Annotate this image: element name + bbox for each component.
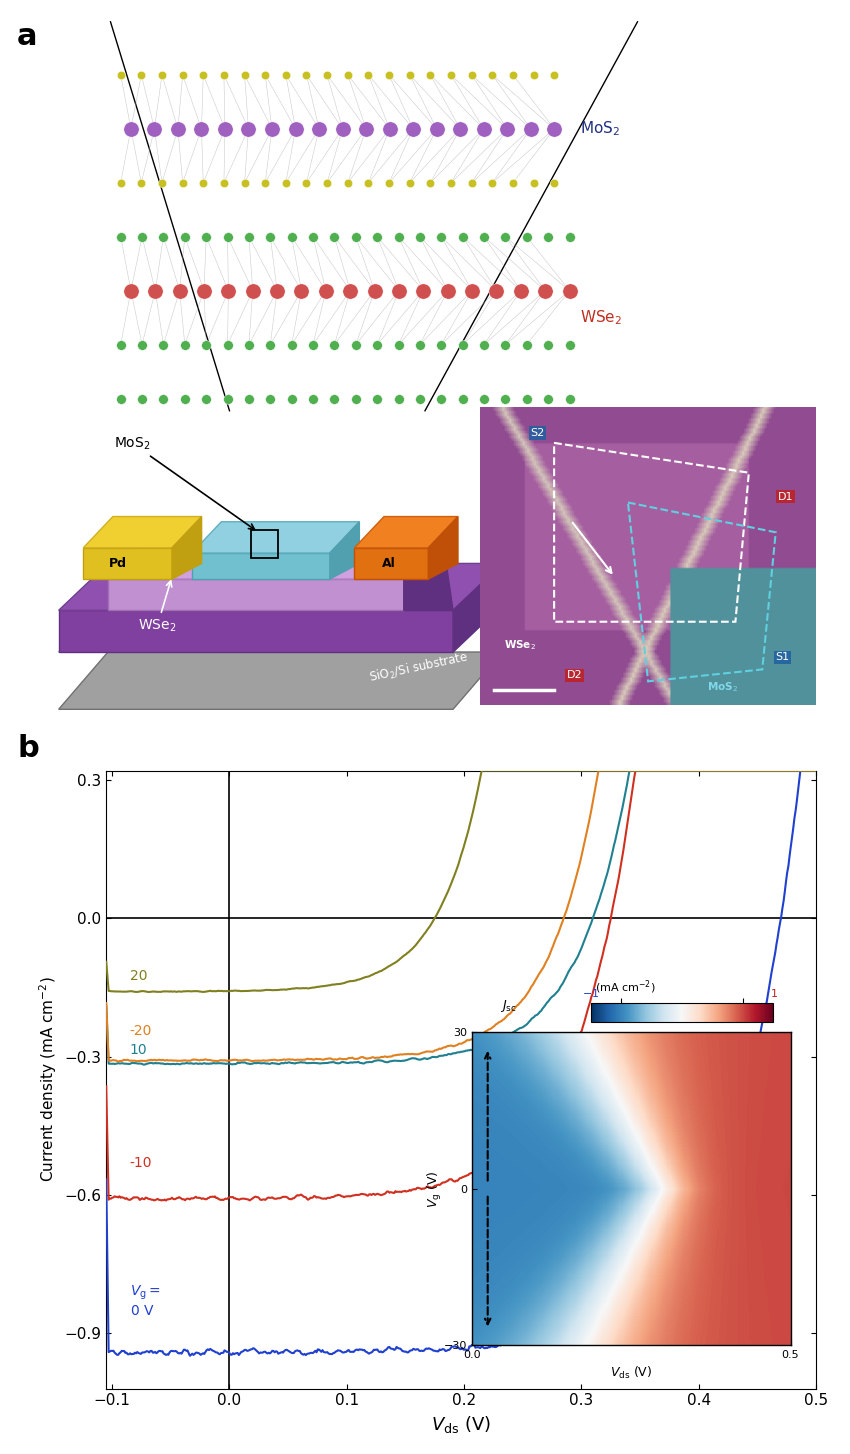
Text: S1: S1 <box>775 653 790 663</box>
Y-axis label: Current density (mA cm$^{-2}$): Current density (mA cm$^{-2}$) <box>37 977 59 1182</box>
Text: MoS$_2$: MoS$_2$ <box>114 435 254 529</box>
Polygon shape <box>192 553 330 579</box>
Text: D1: D1 <box>778 491 794 502</box>
Text: $V_\mathrm{g} =$
$0\ \mathrm{V}$: $V_\mathrm{g} =$ $0\ \mathrm{V}$ <box>130 1284 161 1319</box>
Polygon shape <box>108 542 443 579</box>
Polygon shape <box>59 605 502 651</box>
Polygon shape <box>354 548 428 579</box>
X-axis label: $V_\mathrm{ds}\ \mathrm{(V)}$: $V_\mathrm{ds}\ \mathrm{(V)}$ <box>431 1413 491 1435</box>
Text: $-1$: $-1$ <box>582 987 599 999</box>
Polygon shape <box>59 564 502 611</box>
Polygon shape <box>192 522 360 553</box>
Text: (mA cm$^{-2}$): (mA cm$^{-2}$) <box>595 979 655 996</box>
Polygon shape <box>108 579 404 611</box>
Polygon shape <box>83 548 172 579</box>
Polygon shape <box>83 516 201 548</box>
Polygon shape <box>59 611 453 651</box>
Text: -20: -20 <box>130 1024 152 1038</box>
Text: SiO$_2$/Si substrate: SiO$_2$/Si substrate <box>367 650 470 686</box>
Text: MoS$_2$: MoS$_2$ <box>706 680 738 694</box>
Text: $1$: $1$ <box>769 987 778 999</box>
Text: WSe$_2$: WSe$_2$ <box>504 638 536 653</box>
Text: S2: S2 <box>530 427 545 438</box>
Text: WSe$_2$: WSe$_2$ <box>580 308 621 327</box>
Text: WSe$_2$: WSe$_2$ <box>138 582 177 634</box>
Polygon shape <box>59 651 502 710</box>
Polygon shape <box>453 564 502 651</box>
Text: b: b <box>17 734 39 763</box>
Text: D2: D2 <box>566 670 582 680</box>
Y-axis label: $V_\mathrm{g}\ \mathrm{(V)}$: $V_\mathrm{g}\ \mathrm{(V)}$ <box>426 1170 444 1207</box>
Polygon shape <box>404 542 453 611</box>
X-axis label: $V_\mathrm{ds}\ \mathrm{(V)}$: $V_\mathrm{ds}\ \mathrm{(V)}$ <box>610 1365 652 1381</box>
Text: $J_\mathrm{sc}$: $J_\mathrm{sc}$ <box>501 997 517 1013</box>
Polygon shape <box>428 516 458 579</box>
Text: 20: 20 <box>130 968 147 983</box>
Text: -10: -10 <box>130 1156 152 1169</box>
Text: Al: Al <box>382 557 396 570</box>
Polygon shape <box>172 516 201 579</box>
Polygon shape <box>354 516 458 548</box>
Text: 10: 10 <box>130 1043 147 1057</box>
Text: MoS$_2$: MoS$_2$ <box>580 119 620 138</box>
Text: Pd: Pd <box>109 557 127 570</box>
Text: a: a <box>17 22 37 51</box>
Bar <box>251 529 278 558</box>
Polygon shape <box>330 522 360 579</box>
